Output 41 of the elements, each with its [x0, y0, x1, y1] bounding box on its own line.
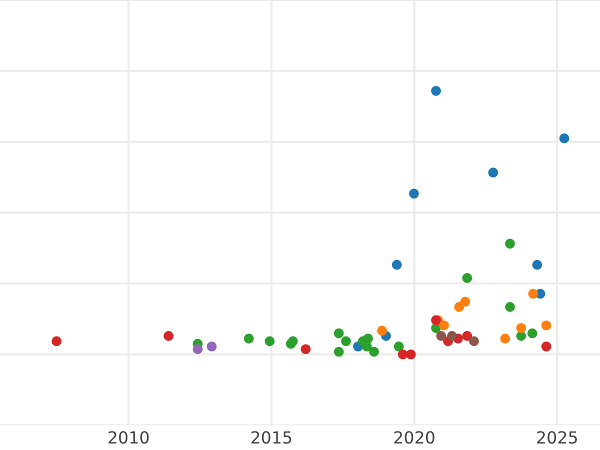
point	[334, 346, 344, 357]
point	[462, 331, 472, 341]
point	[392, 260, 402, 270]
point	[52, 336, 62, 346]
point	[528, 288, 538, 299]
point	[488, 168, 498, 178]
point	[394, 342, 404, 352]
point	[164, 331, 174, 341]
point	[460, 296, 470, 307]
point	[436, 331, 446, 341]
point	[377, 326, 387, 336]
point	[409, 188, 419, 199]
x-tick-label: 2020	[394, 431, 434, 444]
point	[559, 133, 570, 144]
point	[334, 328, 344, 338]
x-tick-label: 2010	[108, 431, 149, 444]
point	[206, 342, 217, 352]
point	[300, 344, 311, 354]
point	[439, 320, 449, 330]
x-tick-label: 2015	[251, 431, 292, 444]
point	[244, 334, 254, 344]
point	[505, 238, 515, 249]
point	[505, 302, 515, 312]
point	[192, 344, 203, 354]
point	[462, 273, 472, 283]
point	[469, 336, 479, 346]
point	[541, 320, 552, 330]
point	[527, 328, 538, 338]
point	[341, 336, 351, 346]
point	[532, 260, 542, 270]
point	[500, 334, 510, 344]
point	[369, 346, 379, 357]
point	[406, 349, 416, 360]
point	[431, 86, 441, 96]
point	[264, 336, 275, 346]
point	[362, 342, 372, 352]
point	[447, 331, 457, 341]
x-tick-label: 2025	[537, 431, 577, 444]
point	[288, 336, 298, 346]
point	[516, 323, 526, 333]
point	[541, 342, 552, 352]
